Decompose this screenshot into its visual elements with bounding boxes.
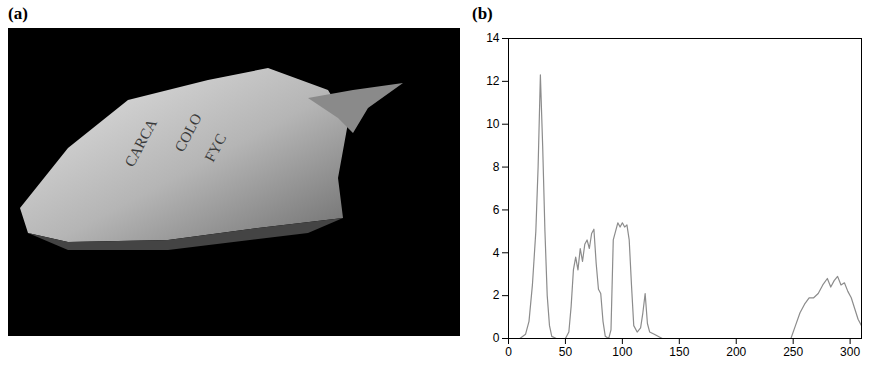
svg-text:10: 10 bbox=[486, 117, 500, 131]
svg-text:0: 0 bbox=[493, 331, 500, 345]
svg-text:FYC: FYC bbox=[202, 131, 230, 164]
svg-text:100: 100 bbox=[612, 345, 632, 359]
svg-text:150: 150 bbox=[669, 345, 689, 359]
svg-text:CARCA: CARCA bbox=[122, 116, 160, 169]
svg-text:4: 4 bbox=[493, 246, 500, 260]
svg-text:200: 200 bbox=[726, 345, 746, 359]
html-text:(a): (a) bbox=[8, 4, 28, 23]
svg-text:2: 2 bbox=[493, 288, 500, 302]
svg-text:6: 6 bbox=[493, 203, 500, 217]
svg-text:0: 0 bbox=[505, 345, 512, 359]
html-text:(b): (b) bbox=[472, 4, 493, 23]
svg-text:14: 14 bbox=[486, 31, 500, 45]
svg-text:250: 250 bbox=[783, 345, 803, 359]
svg-text:8: 8 bbox=[493, 160, 500, 174]
svg-text:50: 50 bbox=[559, 345, 573, 359]
svg-text:300: 300 bbox=[840, 345, 860, 359]
svg-text:12: 12 bbox=[486, 74, 500, 88]
svg-text:COLO: COLO bbox=[172, 111, 205, 155]
